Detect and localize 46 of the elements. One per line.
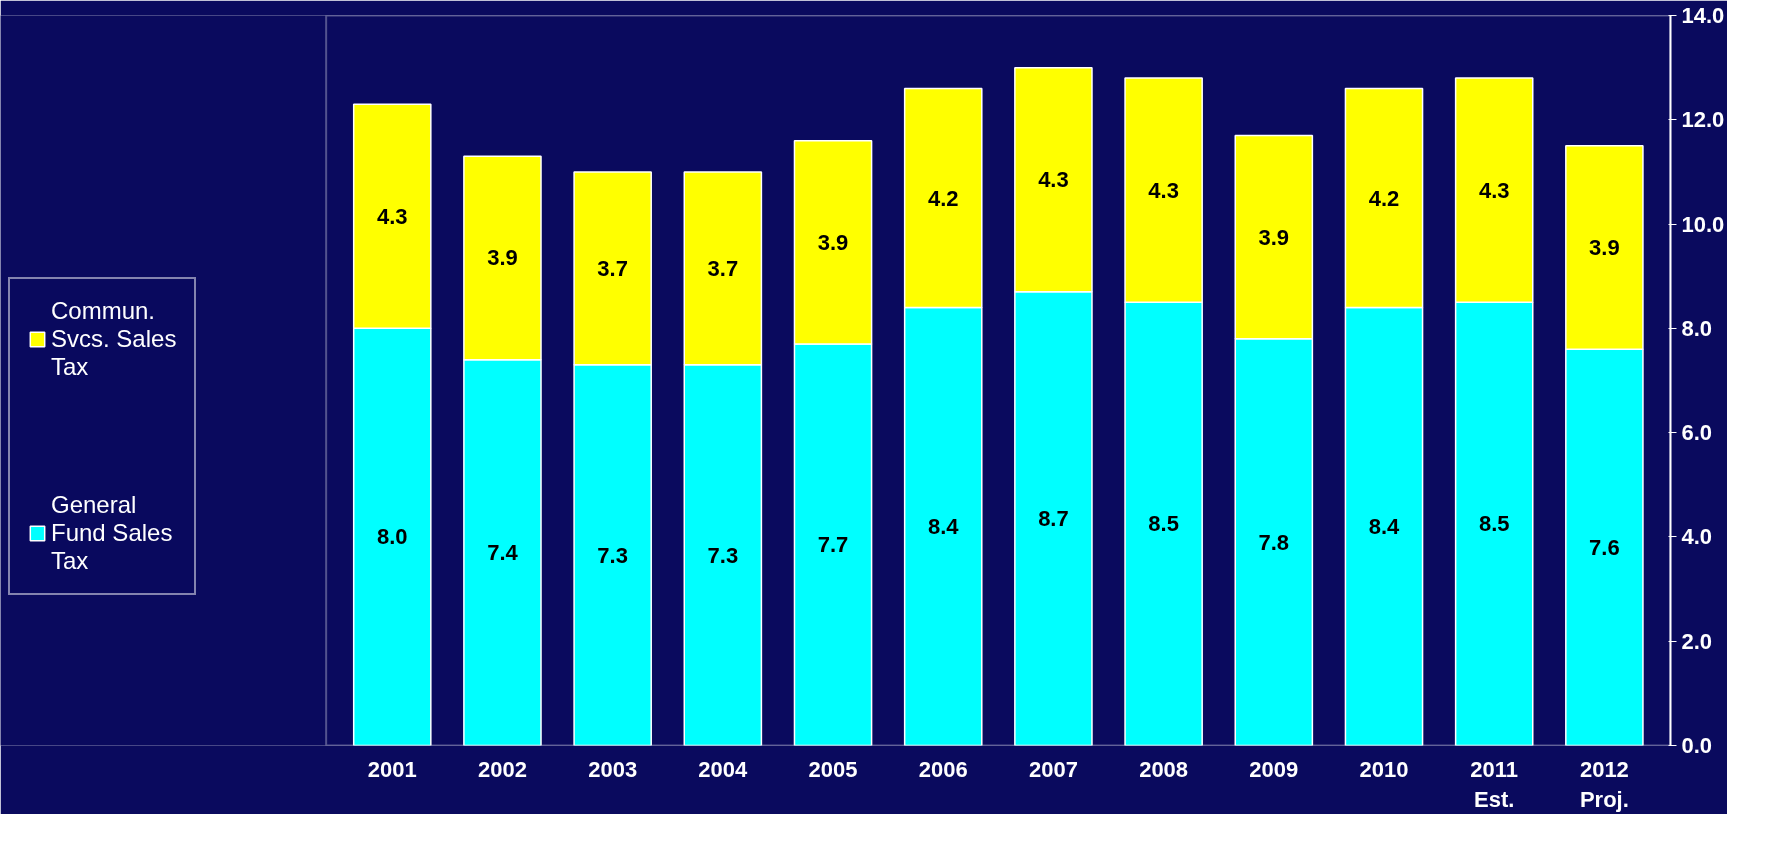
x-tick-label: 2007 <box>1028 756 1078 782</box>
x-tick-label: 2011 Est. <box>1470 756 1519 812</box>
data-label: 3.7 <box>597 255 628 281</box>
y-tick-label: 4.0 <box>1681 524 1713 550</box>
data-label: 4.2 <box>927 185 959 211</box>
data-label: 7.3 <box>597 542 628 568</box>
x-tick-label: 2010 <box>1359 756 1409 782</box>
y-tick-label: 2.0 <box>1681 628 1713 654</box>
x-tick-label: 2008 <box>1139 756 1189 782</box>
y-tick-label: 14.0 <box>1681 3 1725 28</box>
legend-label: General Fund Sales Tax <box>51 491 173 575</box>
data-label: 3.9 <box>487 245 518 271</box>
y-tick-label: 10.0 <box>1681 211 1725 237</box>
x-tick-label: 2004 <box>698 756 749 782</box>
y-tick-label: 0.0 <box>1681 733 1713 758</box>
data-label: 3.7 <box>707 255 739 281</box>
data-label: 7.6 <box>1589 534 1620 560</box>
x-tick-label: 2005 <box>808 756 858 782</box>
x-tick-label: 2002 <box>477 756 527 782</box>
data-label: 8.0 <box>376 524 408 550</box>
data-label: 7.4 <box>487 540 519 566</box>
data-label: 8.4 <box>1368 514 1401 539</box>
data-label: 3.9 <box>1258 224 1290 250</box>
data-label: 8.4 <box>927 514 960 539</box>
y-tick-label: 8.0 <box>1681 315 1713 341</box>
data-label: 8.5 <box>1148 511 1179 537</box>
data-label: 3.9 <box>817 229 849 255</box>
x-tick-label: 2012 Proj. <box>1579 756 1629 812</box>
x-tick-label: 2009 <box>1249 756 1299 782</box>
data-label: 4.3 <box>1148 177 1179 203</box>
data-label: 4.2 <box>1368 185 1400 211</box>
legend-label: Commun. Svcs. Sales Tax <box>51 297 177 381</box>
y-tick-label: 12.0 <box>1681 107 1725 133</box>
data-label: 4.3 <box>1038 167 1069 193</box>
data-label: 3.9 <box>1589 235 1620 261</box>
x-tick-label: 2003 <box>588 756 638 782</box>
x-tick-label: 2006 <box>918 756 968 782</box>
data-label: 7.7 <box>817 532 849 558</box>
data-label: 4.3 <box>376 203 408 229</box>
x-tick-label: 2001 <box>367 756 417 782</box>
data-label: 8.7 <box>1038 506 1069 532</box>
data-label: 4.3 <box>1478 177 1510 203</box>
data-label: 8.5 <box>1478 511 1510 537</box>
data-label: 7.3 <box>707 542 739 568</box>
y-tick-label: 6.0 <box>1681 420 1713 446</box>
data-label: 7.8 <box>1258 529 1290 555</box>
